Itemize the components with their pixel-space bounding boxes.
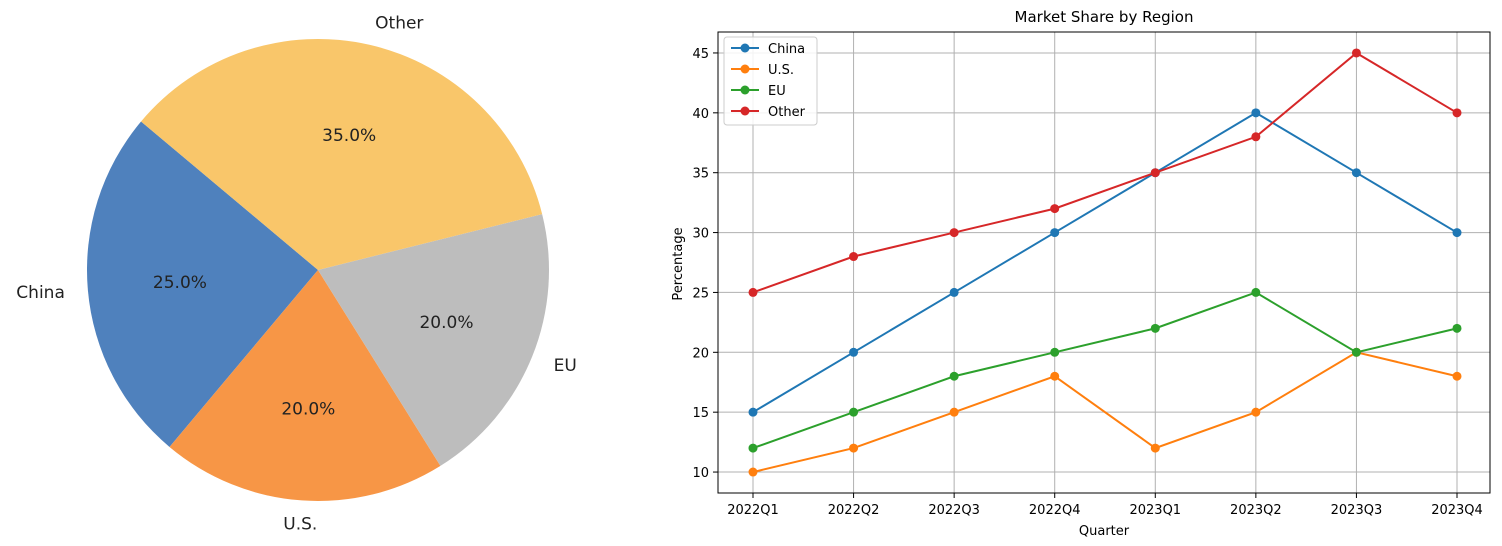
pie-slice-china bbox=[87, 121, 318, 447]
data-point-eu bbox=[1050, 347, 1060, 357]
data-point-other bbox=[748, 287, 758, 297]
data-point-eu bbox=[849, 407, 859, 417]
pie-pct-label-eu: 20.0% bbox=[419, 313, 473, 333]
data-point-eu bbox=[1251, 287, 1261, 297]
x-axis-label: Quarter bbox=[1079, 524, 1130, 539]
y-axis-label: Percentage bbox=[671, 227, 686, 300]
y-tick-label: 40 bbox=[692, 107, 709, 122]
x-tick-label: 2023Q1 bbox=[1129, 503, 1181, 518]
legend-label-other: Other bbox=[768, 105, 806, 120]
data-point-china bbox=[1452, 228, 1462, 238]
y-tick-label: 20 bbox=[692, 346, 709, 361]
y-tick-label: 45 bbox=[692, 47, 709, 62]
pie-category-label-other: Other bbox=[375, 13, 423, 33]
data-point-china bbox=[1351, 168, 1361, 178]
y-tick-label: 25 bbox=[692, 286, 709, 301]
pie-chart: 25.0% China 20.0% U.S. 20.0% EU 35.0% Other bbox=[16, 13, 577, 534]
data-point-china bbox=[949, 287, 959, 297]
series-line-other bbox=[752, 51, 1458, 294]
data-point-other bbox=[949, 228, 959, 238]
data-point-other bbox=[1050, 204, 1060, 214]
pie-category-label-u-s: U.S. bbox=[283, 514, 317, 534]
series-line-u-s bbox=[752, 351, 1458, 474]
legend-box bbox=[723, 36, 818, 126]
legend-swatch-marker-eu bbox=[740, 85, 750, 95]
x-tick-label: 2022Q4 bbox=[1029, 503, 1081, 518]
legend-swatch-marker-china bbox=[740, 43, 750, 53]
series-line-eu bbox=[752, 291, 1458, 450]
legend: China U.S. EU Other bbox=[723, 36, 818, 126]
legend-swatch-marker-other bbox=[740, 106, 750, 116]
pie-slice-u-s bbox=[169, 270, 441, 502]
x-tick-label: 2022Q1 bbox=[727, 503, 779, 518]
pie-pct-label-u-s: 20.0% bbox=[281, 399, 335, 419]
data-point-china bbox=[1251, 108, 1261, 118]
legend-label-eu: EU bbox=[768, 84, 786, 99]
legend-swatch-marker-u-s bbox=[740, 64, 750, 74]
x-tick-label: 2023Q3 bbox=[1331, 503, 1383, 518]
y-tick-label: 15 bbox=[692, 406, 709, 421]
data-point-eu bbox=[1452, 323, 1462, 333]
pie-pct-label-other: 35.0% bbox=[322, 126, 376, 146]
plot-frame bbox=[717, 31, 1491, 494]
series-line-china bbox=[752, 111, 1458, 414]
pie-slice-eu bbox=[318, 214, 549, 466]
data-point-eu bbox=[1150, 323, 1160, 333]
data-point-china bbox=[748, 407, 758, 417]
data-point-other bbox=[849, 252, 859, 262]
x-tick-label: 2023Q4 bbox=[1431, 503, 1483, 518]
legend-label-china: China bbox=[768, 42, 805, 57]
data-point-u-s bbox=[748, 467, 758, 477]
data-point-china bbox=[849, 347, 859, 357]
data-point-u-s bbox=[1452, 371, 1462, 381]
data-point-u-s bbox=[949, 407, 959, 417]
x-tick-label: 2022Q3 bbox=[928, 503, 980, 518]
x-tick-label: 2023Q2 bbox=[1230, 503, 1282, 518]
data-point-other bbox=[1452, 108, 1462, 118]
y-tick-label: 30 bbox=[692, 227, 709, 242]
data-point-u-s bbox=[849, 443, 859, 453]
x-tick-label: 2022Q2 bbox=[828, 503, 880, 518]
legend-label-u-s: U.S. bbox=[768, 63, 794, 78]
pie-slice-other bbox=[141, 39, 543, 270]
pie-category-label-eu: EU bbox=[554, 356, 577, 376]
data-point-u-s bbox=[1050, 371, 1060, 381]
data-point-u-s bbox=[1150, 443, 1160, 453]
data-point-china bbox=[1050, 228, 1060, 238]
data-point-eu bbox=[748, 443, 758, 453]
y-tick-label: 35 bbox=[692, 167, 709, 182]
pie-category-label-china: China bbox=[16, 283, 65, 303]
data-point-other bbox=[1351, 48, 1361, 58]
y-tick-label: 10 bbox=[692, 466, 709, 481]
line-chart-title: Market Share by Region bbox=[1015, 8, 1194, 26]
data-point-eu bbox=[949, 371, 959, 381]
pie-pct-label-china: 25.0% bbox=[153, 273, 207, 293]
data-point-u-s bbox=[1251, 407, 1261, 417]
data-point-eu bbox=[1351, 347, 1361, 357]
data-point-other bbox=[1251, 132, 1261, 142]
data-point-other bbox=[1150, 168, 1160, 178]
